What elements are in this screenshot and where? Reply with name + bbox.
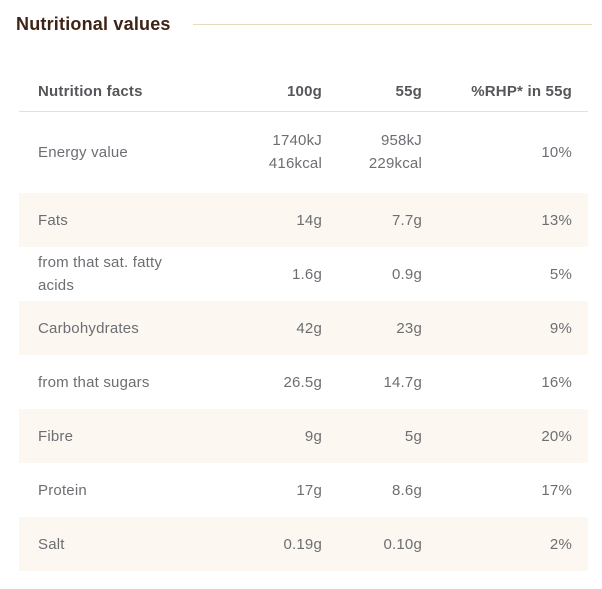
row-label: Protein <box>38 481 87 499</box>
table-row: Protein 17g 8.6g 17% <box>19 463 588 517</box>
value-rhp: 13% <box>541 211 572 229</box>
value-100g: 14g <box>296 211 322 229</box>
value-55g: 958kJ 229kcal <box>368 132 422 173</box>
row-label: from that sat. fatty acids <box>38 254 163 294</box>
value-100g: 9g <box>304 427 322 445</box>
row-label: Carbohydrates <box>38 319 139 337</box>
value-55g: 7.7g <box>392 211 422 229</box>
table-row: Fats 14g 7.7g 13% <box>19 193 588 247</box>
value-rhp: 9% <box>549 319 572 337</box>
value-55g: 0.9g <box>392 265 422 283</box>
value-rhp: 20% <box>541 427 572 445</box>
value-100g: 42g <box>296 319 322 337</box>
value-55g: 5g <box>404 427 422 445</box>
value-rhp: 10% <box>541 143 572 161</box>
table-row: Energy value 1740kJ 416kcal 958kJ 229kca… <box>19 111 588 193</box>
value-55g: 0.10g <box>383 535 422 553</box>
header-55g: 55g <box>322 73 422 112</box>
table-row: Salt 0.19g 0.10g 2% <box>19 517 588 571</box>
value-rhp: 16% <box>541 373 572 391</box>
row-label: Fats <box>38 211 68 229</box>
value-rhp: 5% <box>549 265 572 283</box>
table-row: Carbohydrates 42g 23g 9% <box>19 301 588 355</box>
value-rhp: 17% <box>541 481 572 499</box>
page-title: Nutritional values <box>16 14 171 34</box>
value-55g: 8.6g <box>392 481 422 499</box>
value-100g: 1740kJ 416kcal <box>268 132 322 173</box>
table-header-row: Nutrition facts 100g 55g %RHP* in 55g <box>19 73 588 112</box>
value-100g: 17g <box>296 481 322 499</box>
value-100g: 1.6g <box>292 265 322 283</box>
table-row: Fibre 9g 5g 20% <box>19 409 588 463</box>
header-nutrition-facts: Nutrition facts <box>19 73 197 112</box>
value-55g: 14.7g <box>383 373 422 391</box>
value-100g: 26.5g <box>283 373 322 391</box>
row-label: Salt <box>38 535 65 553</box>
row-label: Energy value <box>38 143 128 161</box>
table-row: from that sugars 26.5g 14.7g 16% <box>19 355 588 409</box>
row-label: from that sugars <box>38 373 150 391</box>
header-rhp-in-55g: %RHP* in 55g <box>422 73 588 112</box>
value-rhp: 2% <box>549 535 572 553</box>
row-label: Fibre <box>38 427 74 445</box>
value-55g: 23g <box>396 319 422 337</box>
section-header: Nutritional values <box>0 0 602 35</box>
value-100g: 0.19g <box>283 535 322 553</box>
header-100g: 100g <box>197 73 322 112</box>
table-body: Energy value 1740kJ 416kcal 958kJ 229kca… <box>19 111 588 571</box>
nutrition-table: Nutrition facts 100g 55g %RHP* in 55g En… <box>19 73 588 571</box>
table-row: from that sat. fatty acids 1.6g 0.9g 5% <box>19 247 588 301</box>
title-divider-line <box>192 23 592 25</box>
